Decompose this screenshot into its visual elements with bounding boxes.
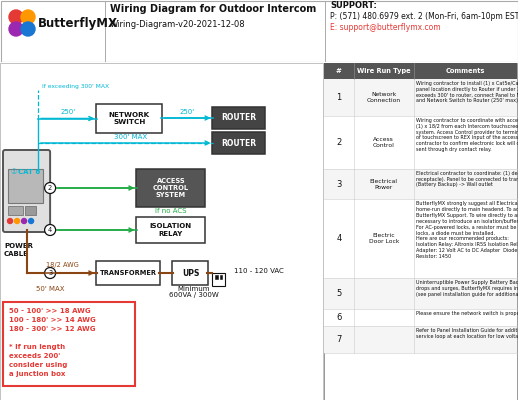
Text: 250': 250' <box>60 110 75 116</box>
Text: Wiring-Diagram-v20-2021-12-08: Wiring-Diagram-v20-2021-12-08 <box>110 20 246 29</box>
Text: 300' MAX: 300' MAX <box>114 134 147 140</box>
FancyBboxPatch shape <box>3 302 135 386</box>
Circle shape <box>45 224 55 236</box>
Circle shape <box>22 218 26 224</box>
FancyBboxPatch shape <box>324 116 517 169</box>
FancyBboxPatch shape <box>324 326 517 354</box>
Text: SWITCH: SWITCH <box>113 119 146 125</box>
Circle shape <box>45 268 55 278</box>
FancyBboxPatch shape <box>324 278 517 308</box>
Text: Wire Run Type: Wire Run Type <box>357 68 411 74</box>
FancyBboxPatch shape <box>212 132 265 154</box>
Circle shape <box>28 218 34 224</box>
Text: ButterflyMX strongly suggest all Electrical Door Lock wiring to be
home-run dire: ButterflyMX strongly suggest all Electri… <box>416 201 518 258</box>
Text: Electrical contractor to coordinate: (1) dedicated circuit (with 3-20
receptacle: Electrical contractor to coordinate: (1)… <box>416 171 518 188</box>
Text: Electric
Door Lock: Electric Door Lock <box>369 233 399 244</box>
Text: POWER: POWER <box>4 243 33 249</box>
Text: 4: 4 <box>48 227 52 233</box>
Text: CONTROL: CONTROL <box>153 185 189 191</box>
Text: 100 - 180' >> 14 AWG: 100 - 180' >> 14 AWG <box>9 317 96 323</box>
Circle shape <box>9 10 23 24</box>
Text: ①: ① <box>10 169 16 175</box>
Text: ROUTER: ROUTER <box>221 114 256 122</box>
FancyBboxPatch shape <box>24 206 36 214</box>
Text: 250': 250' <box>180 109 195 115</box>
Text: E: support@butterflymx.com: E: support@butterflymx.com <box>330 23 441 32</box>
FancyBboxPatch shape <box>215 275 218 279</box>
Text: 1: 1 <box>336 93 341 102</box>
FancyBboxPatch shape <box>96 261 161 285</box>
Text: Wiring Diagram for Outdoor Intercom: Wiring Diagram for Outdoor Intercom <box>110 4 316 14</box>
Text: 50' MAX: 50' MAX <box>36 286 64 292</box>
Text: ButterflyMX: ButterflyMX <box>38 16 118 30</box>
Text: P: (571) 480.6979 ext. 2 (Mon-Fri, 6am-10pm EST): P: (571) 480.6979 ext. 2 (Mon-Fri, 6am-1… <box>330 12 518 21</box>
FancyBboxPatch shape <box>3 150 50 232</box>
Text: Wiring contractor to install (1) x Cat5e/Cat6 from each Intercom
panel location : Wiring contractor to install (1) x Cat5e… <box>416 81 518 103</box>
Text: Electrical
Power: Electrical Power <box>370 179 398 190</box>
Text: 600VA / 300W: 600VA / 300W <box>168 292 218 298</box>
Text: 6: 6 <box>336 313 341 322</box>
FancyBboxPatch shape <box>212 107 265 129</box>
Circle shape <box>45 182 55 194</box>
Text: 5: 5 <box>336 289 341 298</box>
Text: SUPPORT:: SUPPORT: <box>330 1 377 10</box>
Text: a junction box: a junction box <box>9 371 65 377</box>
Circle shape <box>21 10 35 24</box>
Text: Minimum: Minimum <box>177 286 210 292</box>
Circle shape <box>8 218 12 224</box>
Text: ROUTER: ROUTER <box>221 138 256 148</box>
Text: NETWORK: NETWORK <box>109 112 150 118</box>
Text: 50 - 100' >> 18 AWG: 50 - 100' >> 18 AWG <box>9 308 91 314</box>
Text: 3: 3 <box>336 180 341 189</box>
FancyBboxPatch shape <box>324 79 517 116</box>
Text: 180 - 300' >> 12 AWG: 180 - 300' >> 12 AWG <box>9 326 95 332</box>
FancyBboxPatch shape <box>220 275 222 279</box>
Text: 110 - 120 VAC: 110 - 120 VAC <box>234 268 283 274</box>
FancyBboxPatch shape <box>96 104 162 133</box>
Text: Refer to Panel Installation Guide for additional details. Leave 6'
service loop : Refer to Panel Installation Guide for ad… <box>416 328 518 339</box>
Text: 18/2 AWG: 18/2 AWG <box>46 262 79 268</box>
Text: SYSTEM: SYSTEM <box>156 192 186 198</box>
FancyBboxPatch shape <box>324 63 517 400</box>
Text: Network
Connection: Network Connection <box>367 92 401 103</box>
FancyBboxPatch shape <box>324 63 517 79</box>
Text: UPS: UPS <box>182 268 199 278</box>
Circle shape <box>15 218 20 224</box>
Text: ISOLATION: ISOLATION <box>150 224 192 230</box>
Circle shape <box>9 22 23 36</box>
Text: TRANSFORMER: TRANSFORMER <box>100 270 157 276</box>
Text: CABLE: CABLE <box>4 251 29 257</box>
Text: CAT 6: CAT 6 <box>18 169 40 175</box>
FancyBboxPatch shape <box>324 169 517 199</box>
Text: * If run length: * If run length <box>9 344 65 350</box>
FancyBboxPatch shape <box>324 308 517 326</box>
FancyBboxPatch shape <box>324 199 517 278</box>
FancyBboxPatch shape <box>212 272 225 286</box>
Text: Please ensure the network switch is properly grounded.: Please ensure the network switch is prop… <box>416 310 518 316</box>
FancyBboxPatch shape <box>136 169 206 207</box>
FancyBboxPatch shape <box>0 63 323 400</box>
Text: 7: 7 <box>336 335 341 344</box>
FancyBboxPatch shape <box>1 0 517 62</box>
Text: ACCESS: ACCESS <box>156 178 185 184</box>
FancyBboxPatch shape <box>8 169 43 203</box>
FancyBboxPatch shape <box>172 261 208 285</box>
Text: 4: 4 <box>336 234 341 243</box>
FancyBboxPatch shape <box>136 217 206 243</box>
Text: If exceeding 300' MAX: If exceeding 300' MAX <box>42 84 109 89</box>
Text: Comments: Comments <box>446 68 485 74</box>
FancyBboxPatch shape <box>8 206 23 214</box>
Text: #: # <box>336 68 342 74</box>
Text: 2: 2 <box>336 138 341 147</box>
Text: 2: 2 <box>48 185 52 191</box>
Text: Wiring contractor to coordinate with access control provider, install
(1) x 18/2: Wiring contractor to coordinate with acc… <box>416 118 518 152</box>
Text: consider using: consider using <box>9 362 67 368</box>
Text: RELAY: RELAY <box>159 230 183 236</box>
Text: If no ACS: If no ACS <box>155 208 186 214</box>
Text: exceeds 200': exceeds 200' <box>9 353 60 359</box>
Text: Access
Control: Access Control <box>373 137 395 148</box>
Text: Uninterruptible Power Supply Battery Backup. To prevent voltage
drops and surges: Uninterruptible Power Supply Battery Bac… <box>416 280 518 297</box>
Text: 3: 3 <box>48 270 52 276</box>
Circle shape <box>21 22 35 36</box>
